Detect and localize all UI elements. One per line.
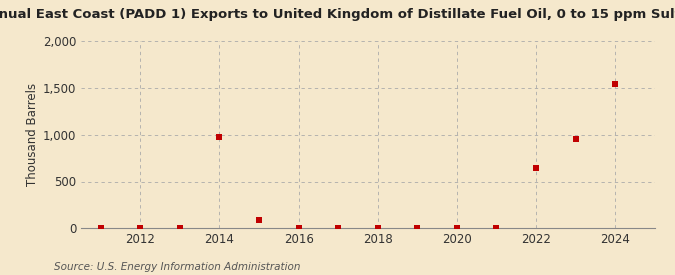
Point <box>175 226 186 230</box>
Point <box>373 225 383 230</box>
Point <box>452 226 462 230</box>
Text: Annual East Coast (PADD 1) Exports to United Kingdom of Distillate Fuel Oil, 0 t: Annual East Coast (PADD 1) Exports to Un… <box>0 8 675 21</box>
Point <box>491 226 502 230</box>
Point <box>531 166 541 170</box>
Point <box>56 226 67 230</box>
Text: Source: U.S. Energy Information Administration: Source: U.S. Energy Information Administ… <box>54 262 300 272</box>
Point <box>293 226 304 230</box>
Point <box>95 226 106 230</box>
Point <box>135 226 146 230</box>
Point <box>610 82 620 86</box>
Y-axis label: Thousand Barrels: Thousand Barrels <box>26 83 38 186</box>
Point <box>214 135 225 139</box>
Point <box>570 137 581 142</box>
Point <box>412 226 423 230</box>
Point <box>254 218 265 222</box>
Point <box>333 226 344 230</box>
